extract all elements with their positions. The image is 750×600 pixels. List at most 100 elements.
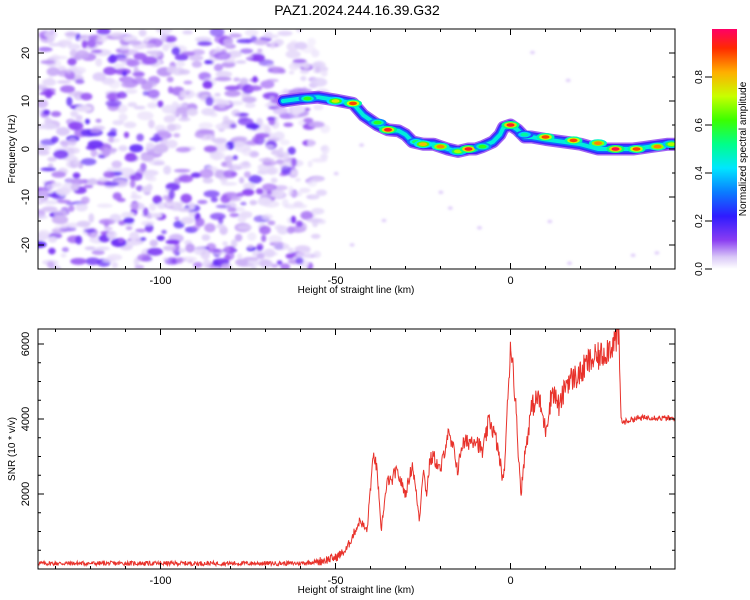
noise-blob [221,61,235,68]
ridge-blob [384,128,392,132]
noise-blob [38,46,53,52]
spectrogram-y-ticks: -20 -10 0 10 20 [20,28,675,270]
noise-blob [68,90,85,97]
noise-blob [294,177,301,182]
spectrogram-x-tick-label: -100 [149,275,171,287]
noise-blob [67,222,79,229]
noise-blob [136,133,144,142]
noise-blob [125,240,142,246]
noise-blob [262,34,279,39]
noise-blob [38,84,47,89]
noise-blob [123,217,135,224]
ridge-blob [349,101,357,106]
noise-blob [266,190,273,195]
noise-blob [320,124,331,134]
noise-blob [102,258,115,263]
noise-blob [129,179,136,189]
noise-blob [104,181,120,187]
noise-blob [53,210,67,219]
noise-blob [149,137,164,142]
colorbar-tick-label: 0.0 [694,262,705,276]
noise-blob [359,143,365,147]
noise-blob [150,50,162,58]
noise-blob [56,126,70,136]
noise-blob [277,225,289,235]
noise-blob [226,195,232,200]
noise-blob [306,218,323,223]
noise-blob [131,77,147,85]
noise-blob [118,113,128,122]
noise-blob [110,32,124,38]
noise-blob [201,234,211,241]
noise-blob [250,266,257,269]
colorbar-tick-label: 0.6 [694,118,705,132]
noise-blob [157,100,164,108]
noise-blob [142,207,149,217]
noise-blob [232,163,239,171]
noise-blob [320,69,328,77]
noise-blob [270,177,278,183]
noise-blob [140,237,147,242]
noise-blob [288,186,294,195]
noise-blob [127,102,138,108]
noise-blob [190,172,202,178]
noise-blob [166,123,177,132]
noise-blob [123,131,130,139]
noise-blob [111,261,118,269]
noise-blob [307,37,316,46]
noise-blob [67,43,81,50]
noise-blob [277,30,293,37]
noise-blob [223,169,237,179]
noise-blob [71,66,86,74]
spectrogram-x-ticks: -100 -50 0 [55,29,651,287]
noise-blob [226,202,237,209]
noise-blob [66,160,80,169]
noise-blob [255,132,270,139]
noise-blob [166,76,174,83]
noise-blob [75,114,83,121]
noise-blob [195,217,205,227]
noise-blob [112,192,122,201]
noise-blob [249,200,258,206]
noise-blob [231,109,241,117]
ridge-blob [478,144,487,149]
spectrogram-x-tick-label: 0 [507,275,513,287]
snr-y-ticks: 2000 4000 6000 [20,332,675,570]
noise-blob [209,29,225,37]
noise-blob [155,29,173,34]
noise-blob [276,260,283,265]
noise-blob [174,168,191,173]
noise-blob [268,235,283,244]
ridge-blob [653,144,662,149]
noise-blob [138,29,147,37]
noise-blob [232,155,238,161]
noise-blob [197,41,213,46]
noise-blob [87,140,104,149]
noise-blob [316,189,327,196]
spectrogram-x-axis-label: Height of straight line (km) [298,285,415,296]
noise-blob [236,38,252,44]
noise-blob [287,259,298,264]
noise-blob [109,213,122,223]
noise-blob [237,215,247,223]
noise-blob [83,184,94,189]
noise-blob [233,77,241,82]
snr-x-axis-label: Height of straight line (km) [298,585,415,596]
noise-blob [133,105,146,110]
noise-blob [249,53,265,62]
noise-blob [303,117,314,123]
noise-blob [161,229,167,235]
noise-blob [239,48,254,54]
noise-blob [121,70,128,77]
noise-blob [242,188,255,196]
noise-blob [193,261,203,269]
noise-blob [124,154,138,162]
noise-blob [234,233,243,242]
noise-blob [66,67,72,74]
noise-blob [92,72,106,82]
noise-blob [195,91,209,100]
ridge-blob [594,141,602,145]
noise-blob [175,61,186,67]
snr-y-tick-label: 4000 [20,407,32,431]
